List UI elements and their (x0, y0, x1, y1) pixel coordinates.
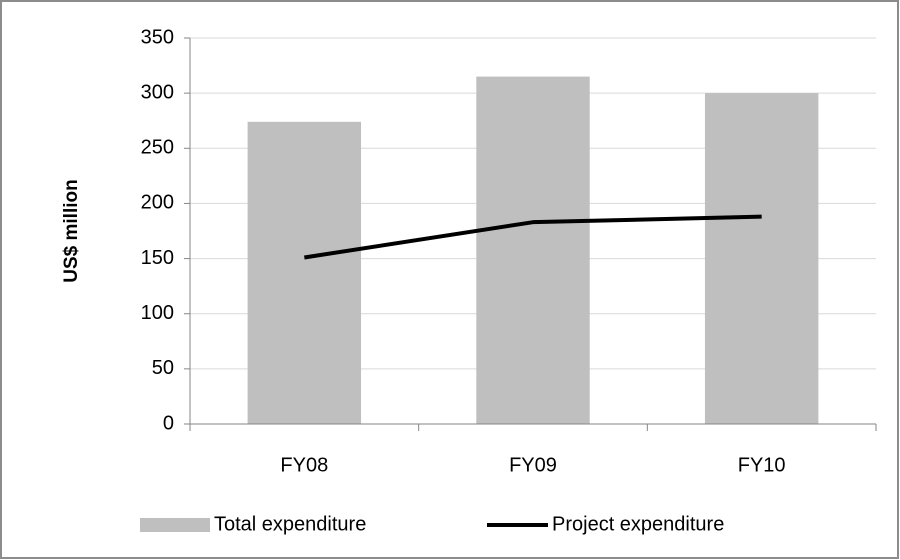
y-tick-label: 100 (141, 302, 174, 324)
legend-swatch (140, 518, 210, 532)
x-tick-label: FY09 (509, 454, 557, 476)
y-tick-label: 150 (141, 247, 174, 269)
bar (247, 121, 362, 425)
y-tick-label: 300 (141, 81, 174, 103)
y-tick-label: 350 (141, 26, 174, 48)
y-tick-label: 250 (141, 137, 174, 159)
y-tick-label: 50 (152, 357, 174, 379)
x-tick-label: FY10 (738, 454, 786, 476)
bar (704, 93, 819, 425)
x-tick-label: FY08 (280, 454, 328, 476)
bar (476, 76, 590, 424)
line (304, 214, 762, 260)
y-axis-label: US$ million (61, 179, 82, 282)
legend-label: Total expenditure (214, 513, 366, 535)
y-tick-label: 200 (141, 192, 174, 214)
legend-label: Project expenditure (552, 513, 724, 535)
y-tick-label: 0 (163, 412, 174, 434)
